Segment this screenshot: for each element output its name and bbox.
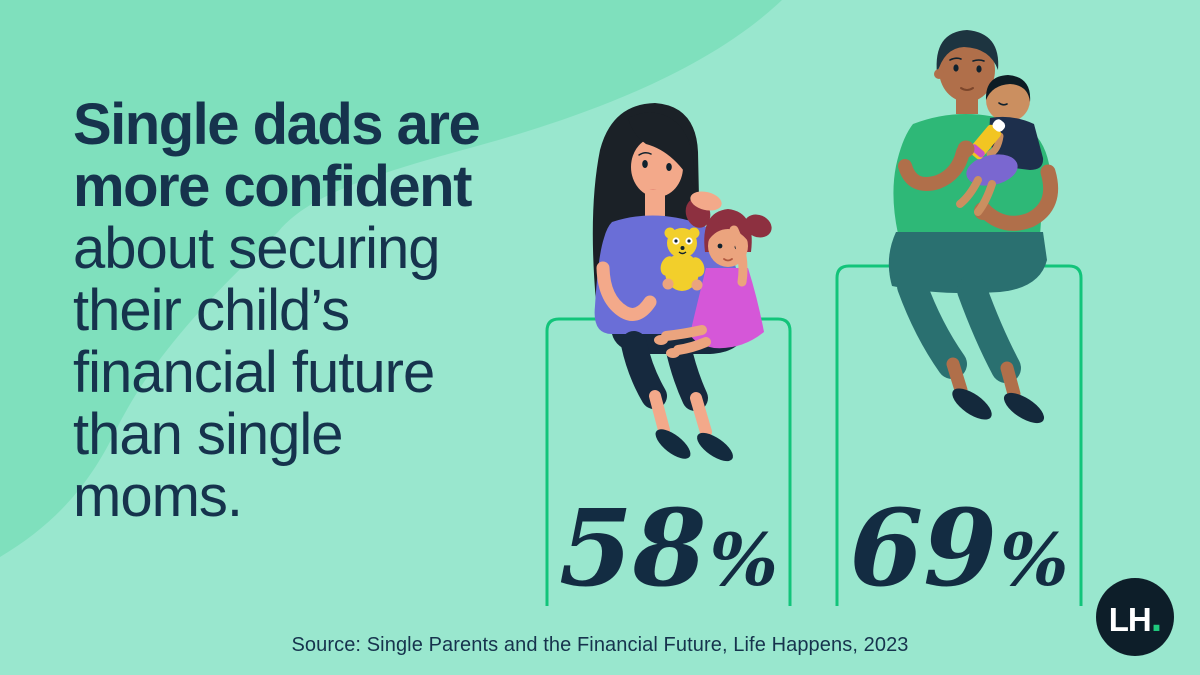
mom-neck [645, 190, 665, 216]
teddy-bear [660, 227, 705, 291]
stat-single-moms: 58% [547, 495, 790, 601]
girl-leg [673, 337, 711, 355]
baby-closed-eye [998, 102, 1008, 106]
source-citation: Source: Single Parents and the Financial… [291, 634, 909, 656]
dad-shoe [1003, 392, 1045, 424]
percent-sign: % [1000, 517, 1069, 602]
headline-line: financial future [73, 340, 435, 405]
dad-shoe [952, 388, 992, 420]
mom-hair-fringe [628, 112, 696, 190]
mom-shoe [697, 432, 733, 462]
mom-hand-on-head [690, 191, 722, 211]
mom-eye [666, 163, 672, 171]
girl-foot [666, 348, 680, 358]
baby-leg [974, 180, 996, 216]
dad-right-arm [976, 164, 1059, 231]
baby-hair [985, 75, 1031, 102]
girl-arm [729, 225, 748, 287]
headline-line: Single dads are [73, 92, 481, 157]
dad-ear [934, 69, 944, 79]
dad-leg [897, 271, 967, 379]
mom-brow [638, 151, 652, 156]
stat-single-dads: 69% [837, 495, 1081, 601]
mom-shoe [655, 429, 691, 459]
girl-foot [654, 335, 668, 345]
girl-leg [661, 325, 707, 341]
mom-calf [690, 392, 712, 438]
girl-hair-fringe [708, 220, 748, 241]
life-happens-logo: LH. [1096, 578, 1174, 656]
dad-and-baby-illustration [888, 30, 1059, 424]
baby-arm [986, 132, 1004, 158]
mom-eye [642, 160, 648, 168]
girl-hand [662, 278, 674, 290]
baby-leg [956, 176, 982, 208]
girl-pigtail [744, 214, 772, 238]
stat-single-moms-value: 58 [558, 485, 707, 610]
dad-left-arm [898, 145, 970, 191]
girl-mouth [723, 258, 733, 262]
girl-dress [690, 268, 764, 349]
dad-lap [888, 232, 1047, 294]
stat-single-dads-value: 69 [849, 485, 997, 610]
dad-face [939, 38, 995, 102]
baby-head [986, 78, 1030, 122]
headline: Single dads are more confident about sec… [73, 94, 573, 528]
dad-leg [957, 275, 1021, 383]
headline-line: their child’s [73, 278, 350, 343]
dad-hand-on-bottle [957, 140, 975, 158]
dad-ankle [1000, 361, 1021, 401]
girl-eye [717, 243, 723, 249]
logo-dot: . [1150, 593, 1163, 640]
dad-ankle [946, 357, 968, 397]
background-swoosh [0, 0, 782, 557]
logo-text: LH. [1108, 593, 1163, 641]
headline-line: moms. [73, 464, 243, 529]
headline-line: about securing [73, 216, 440, 281]
logo-letters: LH [1108, 600, 1152, 638]
girl-hair [704, 209, 752, 252]
dad-brow [949, 57, 962, 61]
dad-eye [953, 64, 959, 72]
dad-neck [956, 94, 978, 114]
headline-line: more confident [73, 154, 472, 219]
dad-brow [972, 59, 985, 62]
dad-hair [936, 30, 999, 74]
percent-sign: % [709, 517, 779, 602]
dad-eye [976, 65, 982, 73]
girl-hand [691, 279, 703, 291]
mom-calf [649, 390, 670, 436]
mom-and-daughter-illustration [592, 103, 772, 462]
dad-mouth [960, 87, 974, 91]
mom-forearm [596, 261, 657, 321]
headline-line: than single [73, 402, 344, 467]
